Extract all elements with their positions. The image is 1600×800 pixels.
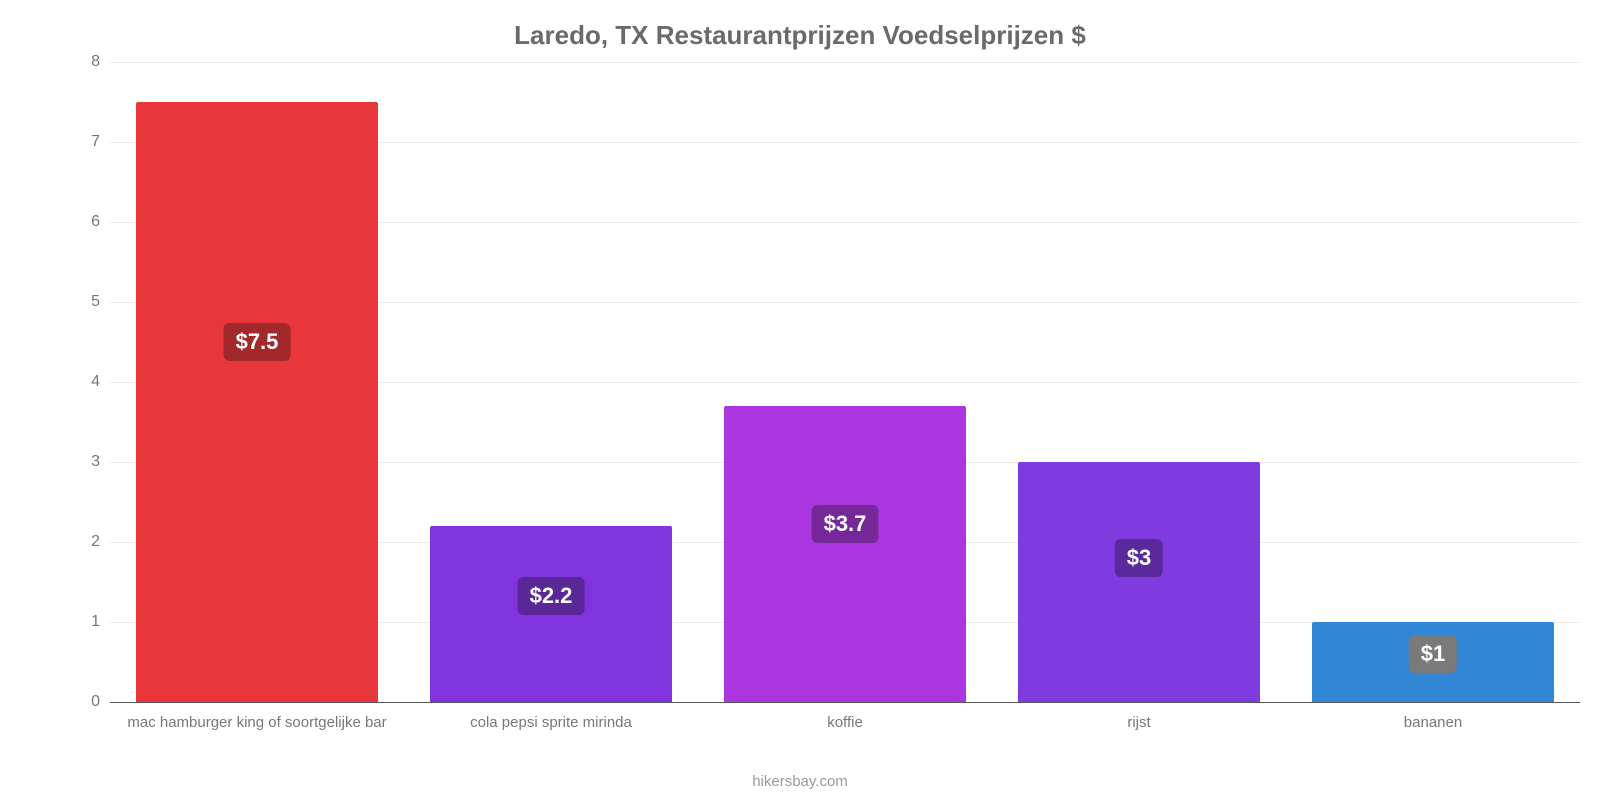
bar — [1018, 462, 1259, 702]
y-tick-label: 1 — [60, 613, 100, 631]
x-tick-label: koffie — [827, 714, 863, 731]
chart-title: Laredo, TX Restaurantprijzen Voedselprij… — [0, 20, 1600, 51]
credit-text: hikersbay.com — [0, 773, 1600, 790]
value-badge: $7.5 — [224, 323, 291, 361]
y-tick-label: 0 — [60, 693, 100, 711]
x-tick-label: mac hamburger king of soortgelijke bar — [127, 714, 386, 731]
value-badge: $3 — [1115, 539, 1163, 577]
value-badge: $1 — [1409, 635, 1457, 673]
x-tick-label: cola pepsi sprite mirinda — [470, 714, 632, 731]
value-badge: $3.7 — [812, 505, 879, 543]
y-tick-label: 5 — [60, 293, 100, 311]
gridline — [110, 62, 1580, 63]
bar — [136, 102, 377, 702]
y-tick-label: 4 — [60, 373, 100, 391]
x-tick-label: rijst — [1127, 714, 1150, 731]
bar — [724, 406, 965, 702]
value-badge: $2.2 — [518, 577, 585, 615]
y-tick-label: 7 — [60, 133, 100, 151]
y-tick-label: 8 — [60, 53, 100, 71]
y-tick-label: 3 — [60, 453, 100, 471]
y-tick-label: 6 — [60, 213, 100, 231]
x-axis-line — [110, 702, 1580, 703]
plot-area: $7.5 $2.2 $3.7 $3 $1 — [110, 62, 1580, 702]
y-tick-label: 2 — [60, 533, 100, 551]
x-tick-label: bananen — [1404, 714, 1462, 731]
chart-container: Laredo, TX Restaurantprijzen Voedselprij… — [0, 0, 1600, 800]
